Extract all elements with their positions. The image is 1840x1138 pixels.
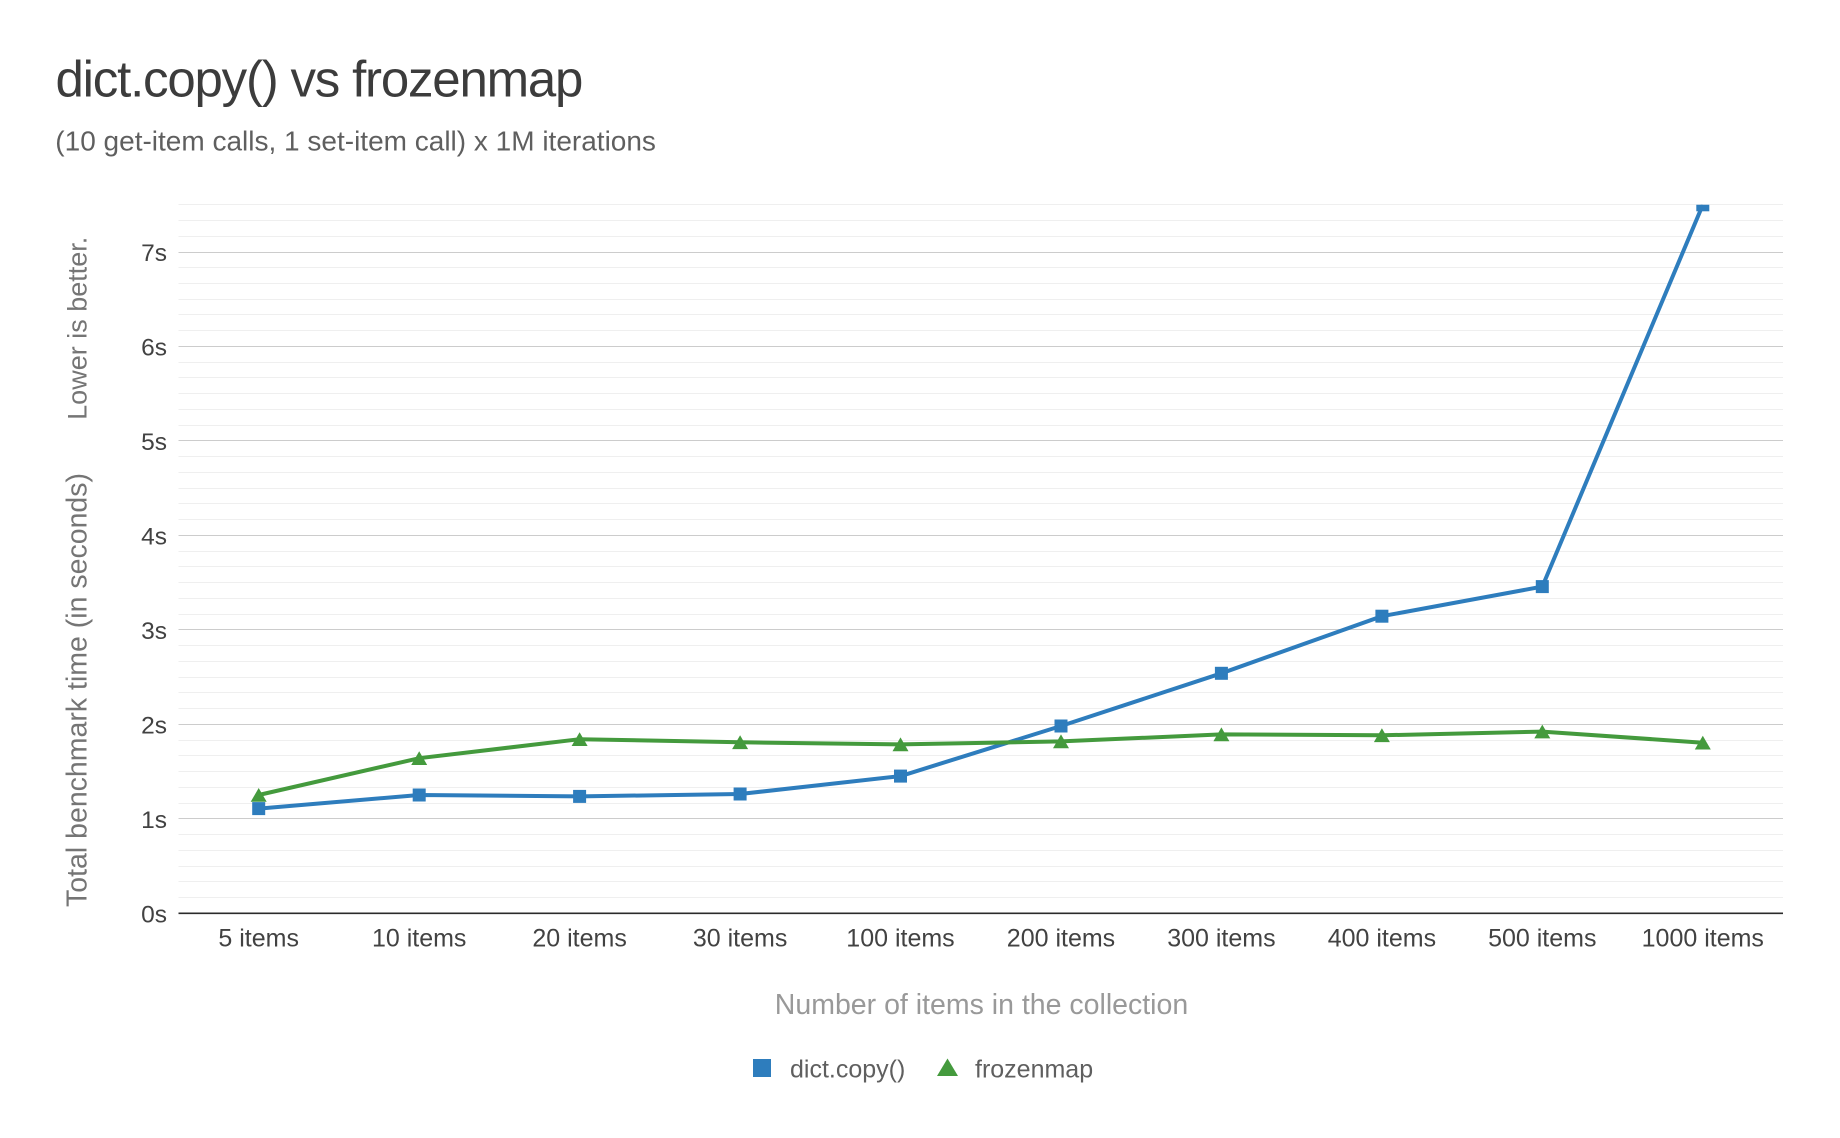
svg-text:1s: 1s xyxy=(141,807,167,834)
svg-text:6s: 6s xyxy=(141,335,167,362)
svg-text:200 items: 200 items xyxy=(1007,925,1115,953)
svg-text:500 items: 500 items xyxy=(1488,925,1596,953)
svg-text:Lower is better.: Lower is better. xyxy=(62,237,92,420)
svg-text:10 items: 10 items xyxy=(372,925,466,953)
svg-text:4s: 4s xyxy=(141,523,167,550)
svg-text:Number of items in the collect: Number of items in the collection xyxy=(775,989,1188,1021)
svg-text:dict.copy(): dict.copy() xyxy=(790,1056,905,1084)
svg-text:300 items: 300 items xyxy=(1167,925,1275,953)
svg-text:400 items: 400 items xyxy=(1328,925,1436,953)
svg-text:Total benchmark time (in secon: Total benchmark time (in seconds) xyxy=(61,473,93,907)
svg-text:20 items: 20 items xyxy=(532,925,626,953)
svg-text:0s: 0s xyxy=(141,901,167,928)
svg-text:frozenmap: frozenmap xyxy=(975,1056,1093,1084)
svg-text:5s: 5s xyxy=(141,429,167,456)
svg-text:30 items: 30 items xyxy=(693,925,787,953)
svg-text:3s: 3s xyxy=(141,618,167,645)
svg-text:5 items: 5 items xyxy=(218,925,299,953)
svg-text:1000 items: 1000 items xyxy=(1642,925,1764,953)
svg-text:100 items: 100 items xyxy=(846,925,954,953)
svg-text:2s: 2s xyxy=(141,712,167,739)
svg-text:(10 get-item calls, 1 set-item: (10 get-item calls, 1 set-item call) x 1… xyxy=(55,125,656,156)
svg-text:dict.copy() vs frozenmap: dict.copy() vs frozenmap xyxy=(56,51,583,108)
svg-text:7s: 7s xyxy=(141,240,167,267)
